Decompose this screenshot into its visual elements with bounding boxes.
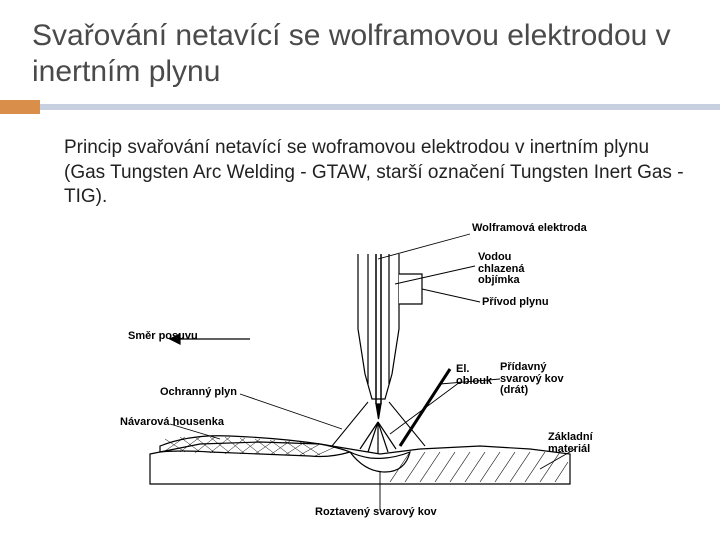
label-feed: Směr posuvu: [128, 330, 198, 342]
accent-bar: [0, 100, 720, 114]
label-electrode: Wolframová elektroda: [472, 222, 587, 234]
slide-title: Svařování netavící se wolframovou elektr…: [0, 0, 720, 96]
tig-diagram: Wolframová elektroda Vodou chlazená objí…: [110, 224, 610, 524]
label-filler: Přídavný svarový kov (drát): [500, 362, 580, 397]
label-collet: Vodou chlazená objímka: [478, 252, 558, 287]
label-molten: Roztavený svarový kov: [315, 506, 437, 518]
label-base: Základní materiál: [548, 432, 603, 455]
accent-gray-line: [40, 104, 720, 110]
accent-orange-block: [0, 100, 40, 114]
label-bead: Návarová housenka: [120, 416, 224, 428]
label-arc: El. oblouk: [456, 364, 492, 387]
label-gas-supply: Přívod plynu: [482, 296, 549, 308]
body-paragraph: Princip svařování netavící se woframovou…: [0, 114, 720, 220]
label-shield-gas: Ochranný plyn: [160, 386, 237, 398]
